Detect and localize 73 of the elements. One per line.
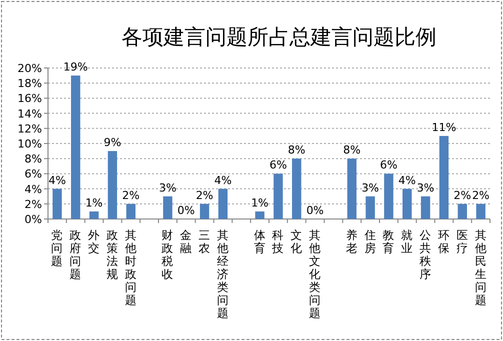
bar bbox=[126, 204, 136, 219]
y-tick-label: 20% bbox=[18, 62, 42, 75]
x-tick-label: 住房 bbox=[363, 228, 376, 255]
bar bbox=[52, 188, 62, 219]
bar bbox=[200, 204, 210, 219]
x-tick-label: 政策法规 bbox=[106, 228, 118, 281]
y-tick-label: 6% bbox=[24, 168, 42, 181]
bar bbox=[89, 211, 99, 219]
data-label: 8% bbox=[343, 144, 361, 157]
data-label: 2% bbox=[472, 188, 490, 202]
data-label: 4% bbox=[398, 174, 416, 187]
data-label: 4% bbox=[48, 174, 66, 187]
bar bbox=[402, 188, 412, 219]
y-tick-label: 12% bbox=[18, 122, 42, 136]
x-tick-label: 政府问题 bbox=[70, 228, 82, 281]
x-tick-label: 教育 bbox=[382, 228, 395, 255]
data-label: 9% bbox=[104, 136, 122, 150]
data-label: 3% bbox=[416, 181, 434, 194]
y-tick-label: 14% bbox=[18, 107, 42, 120]
data-label: 2% bbox=[122, 188, 140, 202]
x-tick-label: 其他时政问题 bbox=[124, 228, 137, 307]
bar bbox=[71, 76, 80, 219]
bar bbox=[439, 136, 449, 219]
data-label: 6% bbox=[380, 158, 398, 172]
x-tick-label: 就业 bbox=[401, 228, 414, 255]
x-tick-label: 其他民生问题 bbox=[474, 228, 487, 307]
bar bbox=[108, 151, 118, 219]
data-label: 3% bbox=[158, 181, 176, 194]
data-label: 8% bbox=[288, 144, 306, 157]
data-label: 1% bbox=[85, 196, 103, 210]
data-label: 0% bbox=[306, 204, 324, 217]
x-tick-label: 环保 bbox=[438, 228, 450, 255]
x-tick-label: 科技 bbox=[271, 228, 284, 255]
x-tick-label: 财政税收 bbox=[162, 228, 174, 281]
y-tick-label: 10% bbox=[18, 138, 42, 150]
y-tick-label: 18% bbox=[18, 77, 42, 90]
bar bbox=[366, 196, 375, 219]
x-tick-label: 党问题 bbox=[51, 228, 64, 268]
bar bbox=[458, 204, 467, 219]
bar bbox=[292, 158, 302, 219]
bar bbox=[384, 174, 394, 219]
chart-title: 各项建言问题所占总建言问题比例 bbox=[122, 25, 436, 49]
data-label: 19% bbox=[63, 60, 88, 74]
y-tick-label: 4% bbox=[24, 182, 42, 196]
bar bbox=[274, 174, 283, 219]
bar bbox=[218, 188, 228, 219]
y-tick-label: 8% bbox=[24, 152, 42, 166]
x-tick-label: 养老 bbox=[346, 228, 358, 255]
bar bbox=[420, 196, 430, 219]
x-tick-label: 文化 bbox=[290, 228, 303, 255]
x-tick-label: 三农 bbox=[198, 228, 211, 255]
bar bbox=[255, 211, 264, 219]
data-label: 1% bbox=[251, 196, 269, 210]
x-tick-label: 公共秩序 bbox=[420, 228, 432, 281]
data-label: 2% bbox=[454, 188, 472, 202]
y-tick-label: 2% bbox=[24, 198, 42, 211]
data-label: 3% bbox=[362, 181, 380, 194]
data-label: 6% bbox=[269, 158, 287, 172]
bar bbox=[347, 158, 356, 219]
bar bbox=[163, 196, 172, 219]
bar bbox=[476, 204, 486, 219]
x-tick-label: 外交 bbox=[88, 228, 100, 255]
data-label: 0% bbox=[177, 204, 195, 217]
x-tick-label: 其他经济类问题 bbox=[216, 228, 229, 320]
x-tick-label: 医疗 bbox=[456, 228, 468, 255]
y-tick-label: 16% bbox=[18, 92, 42, 106]
data-label: 4% bbox=[214, 174, 232, 187]
data-label: 11% bbox=[432, 120, 456, 134]
data-label: 2% bbox=[196, 188, 214, 202]
x-tick-label: 体育 bbox=[254, 228, 266, 255]
y-tick-label: 0% bbox=[24, 213, 42, 226]
x-tick-label: 其他文化类问题 bbox=[309, 228, 322, 320]
x-tick-label: 金融 bbox=[180, 228, 192, 255]
